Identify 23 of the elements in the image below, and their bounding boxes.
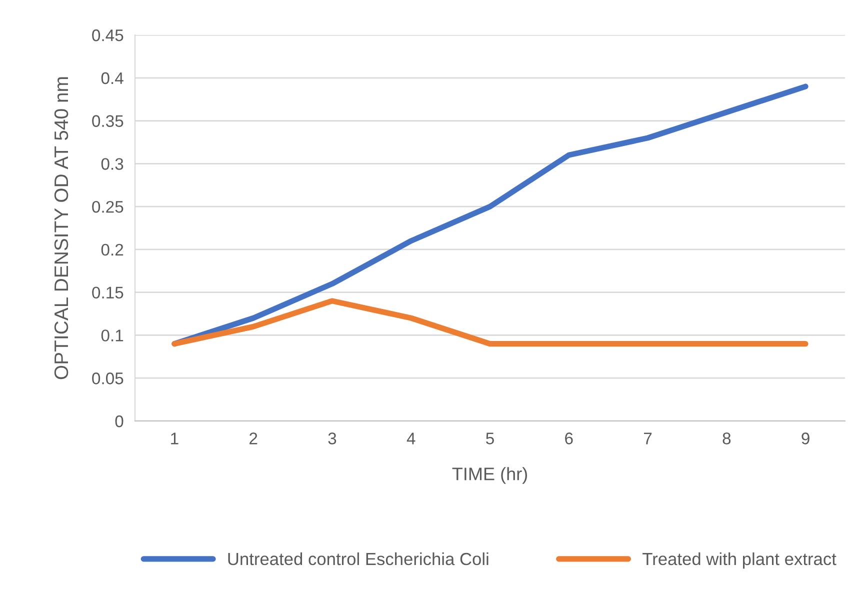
x-axis-title: TIME (hr) — [452, 467, 527, 484]
y-tick-label: 0 — [115, 415, 124, 428]
y-tick-label: 0.05 — [92, 372, 124, 384]
x-tick-label: 3 — [328, 432, 336, 444]
x-tick-label: 5 — [486, 432, 494, 444]
x-tick-label: 4 — [406, 432, 416, 444]
x-tick-label: 9 — [802, 432, 810, 444]
y-tick-label: 0.2 — [101, 244, 124, 256]
y-tick-label: 0.35 — [92, 115, 124, 127]
x-tick-label: 1 — [171, 432, 178, 444]
y-axis-title: OPTICAL DENSITY OD AT 540 nm — [54, 77, 68, 380]
y-tick-label: 0.1 — [101, 330, 124, 342]
x-tick-label: 8 — [722, 432, 731, 444]
y-tick-label: 0.25 — [92, 200, 124, 213]
legend-label: Untreated control Escherichia Coli — [228, 552, 488, 566]
y-tick-label: 0.15 — [92, 286, 124, 299]
y-tick-label: 0.45 — [92, 29, 124, 42]
x-tick-label: 2 — [250, 432, 258, 444]
x-tick-label: 6 — [565, 432, 573, 444]
y-tick-label: 0.3 — [101, 158, 124, 170]
x-tick-label: 7 — [644, 432, 652, 444]
legend-label: Treated with plant extract — [642, 552, 836, 569]
y-tick-label: 0.4 — [101, 72, 124, 84]
